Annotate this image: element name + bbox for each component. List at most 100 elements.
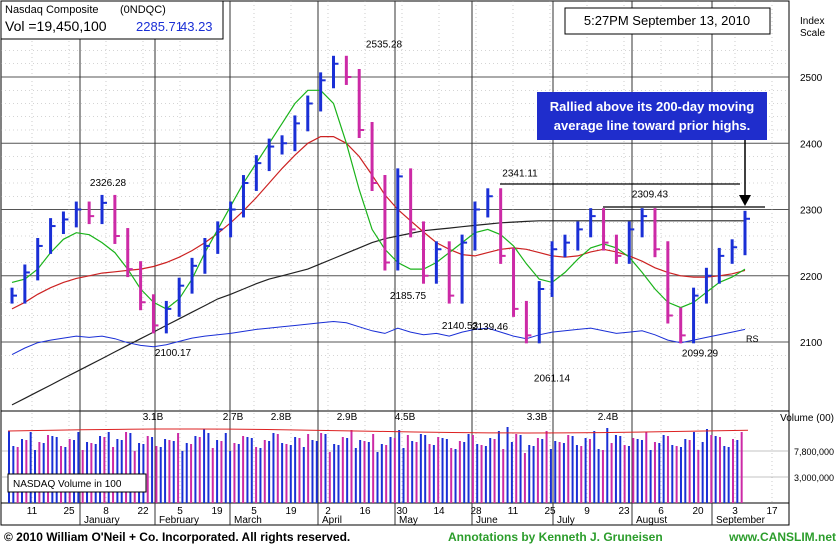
volume-bar (458, 441, 461, 503)
x-month-label: March (234, 515, 262, 526)
volume-bar (146, 436, 149, 503)
price-bar (383, 175, 390, 271)
volume-bar (575, 445, 578, 503)
volume-bar (216, 440, 219, 503)
volume-bar (21, 439, 24, 503)
price-bar (447, 241, 455, 304)
volume-bar (103, 437, 106, 503)
header-box (0, 0, 224, 40)
price-label: 2326.28 (90, 178, 127, 189)
change-value: 43.23 (180, 19, 213, 34)
volume-bar (510, 442, 513, 503)
volume-legend: NASDAQ Volume in 100 (13, 479, 122, 490)
x-day-label: 9 (584, 506, 590, 517)
scale-label-index: Index (800, 16, 824, 27)
volume-bar (315, 441, 318, 503)
volume-bar (363, 441, 366, 503)
volume-bar (497, 431, 500, 503)
x-month-label: January (84, 515, 120, 526)
price-bar (409, 168, 416, 238)
x-month-label: August (636, 515, 667, 526)
price-label: 2140.53 (442, 321, 479, 332)
volume-bar (194, 436, 197, 503)
volume-bar (272, 433, 275, 503)
x-day-label: 11 (27, 506, 38, 517)
price-bar (87, 201, 95, 225)
volume-bar (541, 439, 544, 503)
price-bar (344, 55, 352, 85)
volume-bar (341, 437, 344, 503)
volume-bar (736, 440, 739, 503)
volume-label: 2.4B (598, 412, 619, 423)
volume-bar (107, 432, 110, 503)
volume-bar (320, 433, 323, 503)
volume-bar (701, 442, 704, 503)
price-bar (319, 72, 326, 112)
volume-bar (116, 439, 119, 503)
volume-bar (632, 438, 635, 503)
volume-readout: Vol =19,450,100 (5, 18, 107, 34)
volume-bar (229, 451, 232, 503)
volume-bar (220, 441, 223, 503)
price-bar (293, 115, 300, 152)
volume-bar (55, 437, 58, 503)
volume-bar (346, 438, 349, 503)
volume-bar (294, 437, 297, 503)
volume-bar (476, 444, 479, 503)
volume-bar (159, 447, 162, 503)
volume-bar (424, 435, 427, 503)
volume-bar (710, 435, 713, 503)
volume-bar (246, 437, 249, 503)
price-bar (254, 155, 262, 191)
price-bar (602, 208, 609, 251)
volume-bar (237, 444, 240, 503)
volume-bar (723, 446, 726, 503)
volume-average-line (7, 428, 749, 434)
volume-bar (354, 448, 357, 503)
price-bar (190, 257, 198, 294)
volume-bar (385, 445, 388, 503)
volume-legend-box (7, 473, 147, 493)
volume-bar (285, 444, 288, 503)
volume-bar (645, 432, 648, 503)
price-bar (627, 221, 635, 264)
volume-bar (203, 429, 206, 503)
volume-bar (471, 435, 474, 503)
ma50-line (11, 89, 746, 310)
volume-bar (606, 428, 609, 503)
price-bar (177, 277, 185, 317)
volume-bar (432, 445, 435, 503)
volume-bar (324, 434, 327, 503)
site-link[interactable]: www.CANSLIM.net (728, 530, 836, 544)
x-day-label: 25 (544, 506, 556, 517)
volume-label: 3.1B (143, 412, 164, 423)
price-bar (267, 138, 275, 172)
volume-bars (7, 427, 749, 503)
y-tick-label: 2400 (800, 139, 823, 150)
x-month-label: September (716, 515, 766, 526)
timestamp: 5:27PM September 13, 2010 (584, 13, 750, 28)
volume-label: 4.5B (395, 412, 416, 423)
volume-bar (181, 451, 184, 503)
volume-bar (580, 446, 583, 503)
volume-bar (337, 445, 340, 503)
volume-bar (242, 436, 245, 503)
price-bar (370, 122, 378, 191)
annotation-line-1: Rallied above its 200-day moving (550, 99, 755, 114)
price-bar (434, 241, 442, 284)
timestamp-box (564, 7, 771, 35)
volume-bar (450, 448, 453, 503)
price-bar (460, 234, 468, 304)
x-day-label: 5 (177, 506, 183, 517)
scale-label-scale: Scale (800, 28, 825, 39)
y-tick-label: 2500 (800, 73, 823, 84)
price-bar (717, 247, 725, 284)
price-bar (679, 307, 686, 344)
volume-bar (549, 449, 552, 503)
price-bar (216, 221, 223, 254)
price-bar (524, 300, 532, 344)
volume-bar (653, 442, 656, 503)
volume-bar (389, 437, 392, 503)
volume-bar (8, 431, 10, 503)
